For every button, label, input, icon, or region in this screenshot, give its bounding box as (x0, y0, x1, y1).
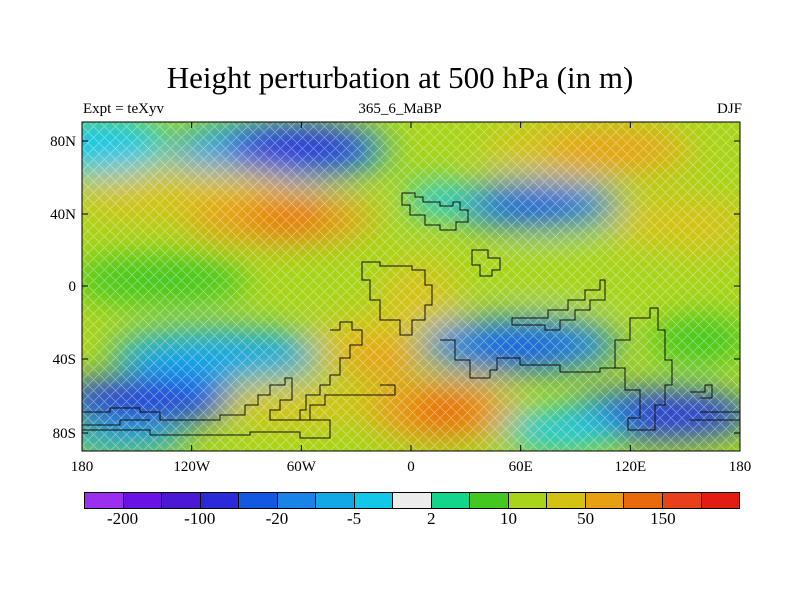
colorbar-label: 150 (650, 509, 676, 528)
colorbar-segment (624, 493, 663, 508)
colorbar-label: -20 (265, 509, 289, 528)
y-tick-label: 80S (53, 426, 76, 442)
colorbar-segment (431, 493, 471, 508)
axis-tick-labels: 180 120W 60W 0 60E 120E 180 80N 40N 0 40S 80S (50, 134, 751, 475)
colorbar-segment (585, 493, 625, 508)
colorbar-segment (354, 493, 394, 508)
colorbar-label: -5 (347, 509, 362, 528)
x-tick-label: 0 (407, 459, 415, 475)
colorbar-segment (547, 493, 586, 508)
coastlines (82, 192, 740, 439)
colorbar-label: 2 (427, 509, 436, 528)
colorbar-segment (123, 493, 163, 508)
colorbar-segment (662, 493, 702, 508)
season-label: DJF (716, 101, 742, 117)
colorbar-segment (316, 493, 355, 508)
colorbar-segment (470, 493, 509, 508)
colorbar-segment (393, 493, 432, 508)
y-tick-label: 40N (50, 207, 76, 223)
colorbar (84, 492, 740, 509)
y-tick-label: 0 (69, 279, 77, 295)
height-field (82, 122, 740, 451)
colorbar-segment (162, 493, 201, 508)
experiment-label: Expt = teXyv (83, 101, 164, 117)
map-title: Height perturbation at 500 hPa (in m) (166, 60, 634, 95)
colorbar-segment (277, 493, 317, 508)
x-tick-label: 180 (71, 459, 94, 475)
colorbar-label: 10 (499, 509, 517, 528)
colorbar-segment (85, 493, 124, 508)
y-tick-label: 80N (50, 134, 76, 150)
x-tick-label: 180 (729, 459, 752, 475)
x-tick-label: 120W (173, 459, 211, 475)
x-tick-label: 60E (509, 459, 533, 475)
colorbar-label: -200 (106, 509, 139, 528)
colorbar-segment (701, 493, 740, 508)
axis-ticks (81, 122, 741, 451)
x-tick-label: 60W (287, 459, 317, 475)
colorbar-segment (200, 493, 240, 508)
colorbar-segment (508, 493, 548, 508)
y-tick-label: 40S (53, 352, 76, 368)
colorbar-label: -100 (184, 509, 216, 528)
colorbar-label: 50 (577, 509, 595, 528)
run-label: 365_6_MaBP (358, 101, 442, 117)
x-tick-label: 120E (614, 459, 646, 475)
colorbar-segment (239, 493, 278, 508)
